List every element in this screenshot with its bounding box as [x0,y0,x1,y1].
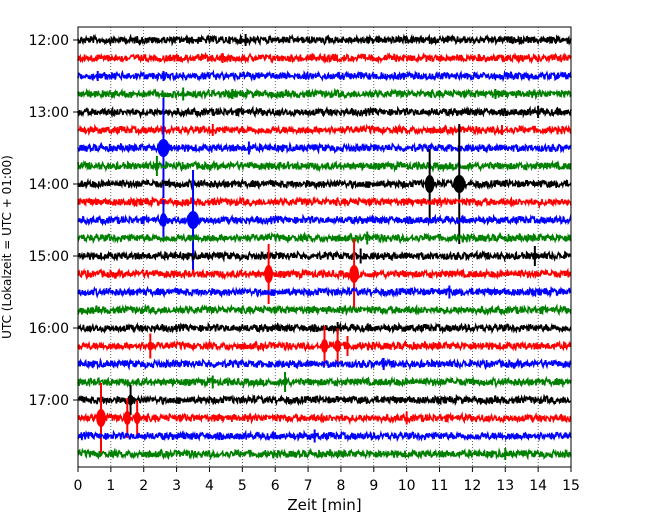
event-burst [334,339,342,353]
trace-line [77,393,572,407]
x-tick-label: 12 [463,478,481,494]
event-burst [320,339,329,353]
trace-line [77,267,572,281]
trace-line [77,105,572,120]
x-tick-label: 3 [172,478,181,494]
trace-line [77,159,572,173]
event-burst [127,394,134,406]
y-tick-label: 12:00 [29,33,69,49]
trace-line [77,69,572,83]
vertical-gridlines [110,27,539,467]
event-burst [157,139,170,157]
trace-line [77,285,572,299]
x-tick-label: 1 [106,478,115,494]
event-burst [344,342,351,350]
x-tick-label: 8 [336,478,345,494]
x-tick-label: 10 [398,478,416,494]
x-tick-label: 13 [496,478,514,494]
trace-line [77,411,572,426]
trace-line [77,249,572,263]
seismic-traces [77,33,572,461]
x-tick-label: 15 [562,478,580,494]
x-tick-label: 4 [205,478,214,494]
trace-line [77,195,572,210]
trace-line [77,213,572,227]
trace-line [77,87,572,101]
event-burst [532,252,538,260]
y-axis-label: UTC (Lokalzeit = UTC + 01:00) [0,155,14,339]
x-tick-label: 7 [304,478,313,494]
event-burst [349,265,359,283]
trace-line [77,123,572,137]
event-burst [159,213,168,227]
trace-line [77,51,572,65]
x-tick-label: 11 [431,478,449,494]
event-burst [424,175,435,193]
x-tick-label: 2 [139,478,148,494]
event-burst [187,211,200,229]
y-tick-label: 17:00 [29,393,69,409]
trace-line [77,429,572,443]
y-tick-label: 13:00 [29,105,69,121]
trace-line [77,447,572,461]
trace-line [77,231,572,245]
trace-line [77,141,572,155]
event-burst [154,162,160,170]
event-burst [282,378,288,386]
y-axis-ticks: 12:00 13:00 14:00 15:00 16:00 17:00 [29,33,78,409]
x-tick-label: 6 [271,478,280,494]
x-tick-label: 0 [74,478,83,494]
trace-line [77,357,572,371]
x-tick-label: 14 [529,478,547,494]
x-axis-label: Zeit [min] [287,496,361,514]
trace-line [77,33,572,47]
y-tick-label: 15:00 [29,249,69,265]
event-burst [96,409,106,427]
event-burst [453,175,466,193]
y-tick-label: 14:00 [29,177,69,193]
x-tick-label: 5 [238,478,247,494]
trace-line [77,375,572,389]
x-axis-ticks: 0 1 2 3 4 5 6 7 8 9 10 11 12 13 14 15 [74,467,580,494]
trace-line [77,177,572,191]
event-burst [133,411,141,425]
plot-frame [77,26,572,468]
event-burst [147,341,154,351]
y-tick-label: 16:00 [29,321,69,337]
trace-line [77,303,572,317]
event-burst [264,265,274,283]
event-burst [123,411,131,425]
x-tick-label: 9 [369,478,378,494]
